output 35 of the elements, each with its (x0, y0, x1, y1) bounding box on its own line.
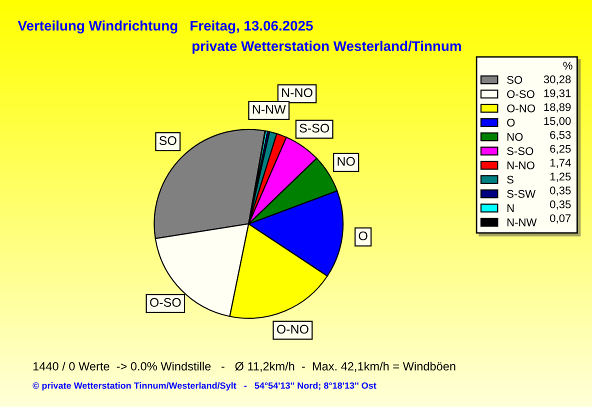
legend-label: SO (507, 76, 522, 84)
data-label: 0,35 (550, 186, 571, 196)
slice-label: O-NO (276, 324, 308, 334)
chart-subtitle: private Wetterstation Westerland/Tinnum (192, 40, 461, 54)
data-label: 1,74 (550, 158, 571, 168)
slice-label: O-SO (150, 298, 181, 307)
data-label: 1,25 (550, 172, 571, 182)
legend-label: S-SO (507, 147, 534, 156)
legend-title: % (563, 62, 572, 70)
chart-title: Verteilung Windrichtung Freitag, 13.06.2025 (18, 20, 313, 34)
legend-label: S-SW (507, 190, 536, 198)
data-label: 15,00 (544, 117, 571, 126)
legend-label: N-NO (507, 161, 534, 170)
data-label: 0,35 (550, 200, 571, 210)
slice-label: SO (159, 136, 176, 146)
text: © private Wetterstation Tinnum/Westerland/Sylt - 54°54'13'' Nord; 8°18'13'' Ost (32, 382, 376, 391)
legend-label: O-SO (507, 90, 534, 98)
data-label: 19,31 (544, 89, 571, 98)
legend-label: S (507, 176, 514, 184)
data-label: 0,07 (550, 214, 571, 224)
legend-label: N-NW (507, 218, 537, 226)
legend-label: N (507, 204, 514, 212)
slice-label: N-NW (252, 105, 286, 114)
slice-label: N-NO (282, 88, 312, 98)
data-label: 6,25 (550, 144, 571, 154)
data-label: 30,28 (544, 75, 571, 85)
data-label: 6,53 (550, 130, 571, 140)
legend-label: NO (507, 132, 523, 141)
data-label: 18,89 (544, 103, 571, 112)
slice-label: NO (338, 156, 355, 166)
slice-label: S-SO (300, 124, 330, 133)
legend-label: O (507, 118, 515, 127)
slice-label: O (358, 231, 368, 240)
text: 1440 / 0 Werte -> 0.0% Windstille - Ø 11,2km/h - Max. 42,1km/h = Windböen (33, 362, 456, 372)
legend-label: O-NO (507, 104, 536, 112)
